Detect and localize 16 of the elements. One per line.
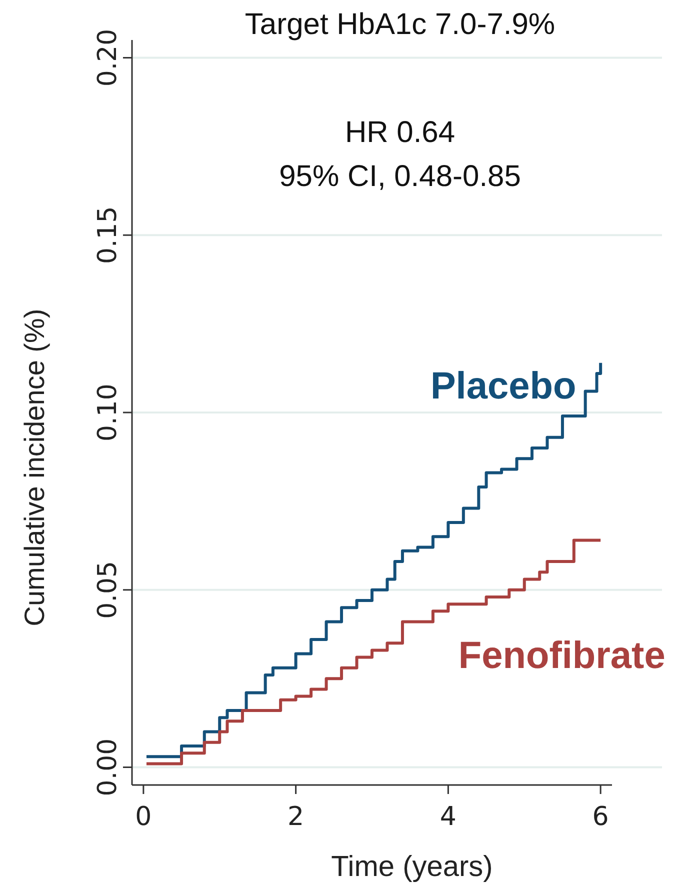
y-tick-label: 0.15 — [93, 206, 123, 264]
chart-title: Target HbA1c 7.0-7.9% — [244, 8, 556, 41]
x-tick-label: 2 — [288, 802, 304, 832]
x-tick-label: 4 — [440, 802, 456, 832]
x-axis-title: Time (years) — [331, 851, 493, 883]
y-tick-label: 0.20 — [93, 28, 123, 87]
y-tick-label: 0.10 — [93, 384, 123, 442]
annotation: HR 0.64 — [344, 116, 456, 149]
x-tick-label: 0 — [135, 802, 152, 832]
y-axis-title: Cumulative incidence (%) — [19, 308, 50, 626]
series-label: Fenofibrate — [458, 634, 666, 677]
annotation: 95% CI, 0.48-0.85 — [279, 160, 521, 193]
y-tick-label: 0.05 — [93, 560, 123, 619]
x-tick-label: 6 — [592, 802, 609, 832]
y-tick-label: 0.00 — [93, 738, 123, 796]
series-label: Placebo — [430, 365, 576, 408]
